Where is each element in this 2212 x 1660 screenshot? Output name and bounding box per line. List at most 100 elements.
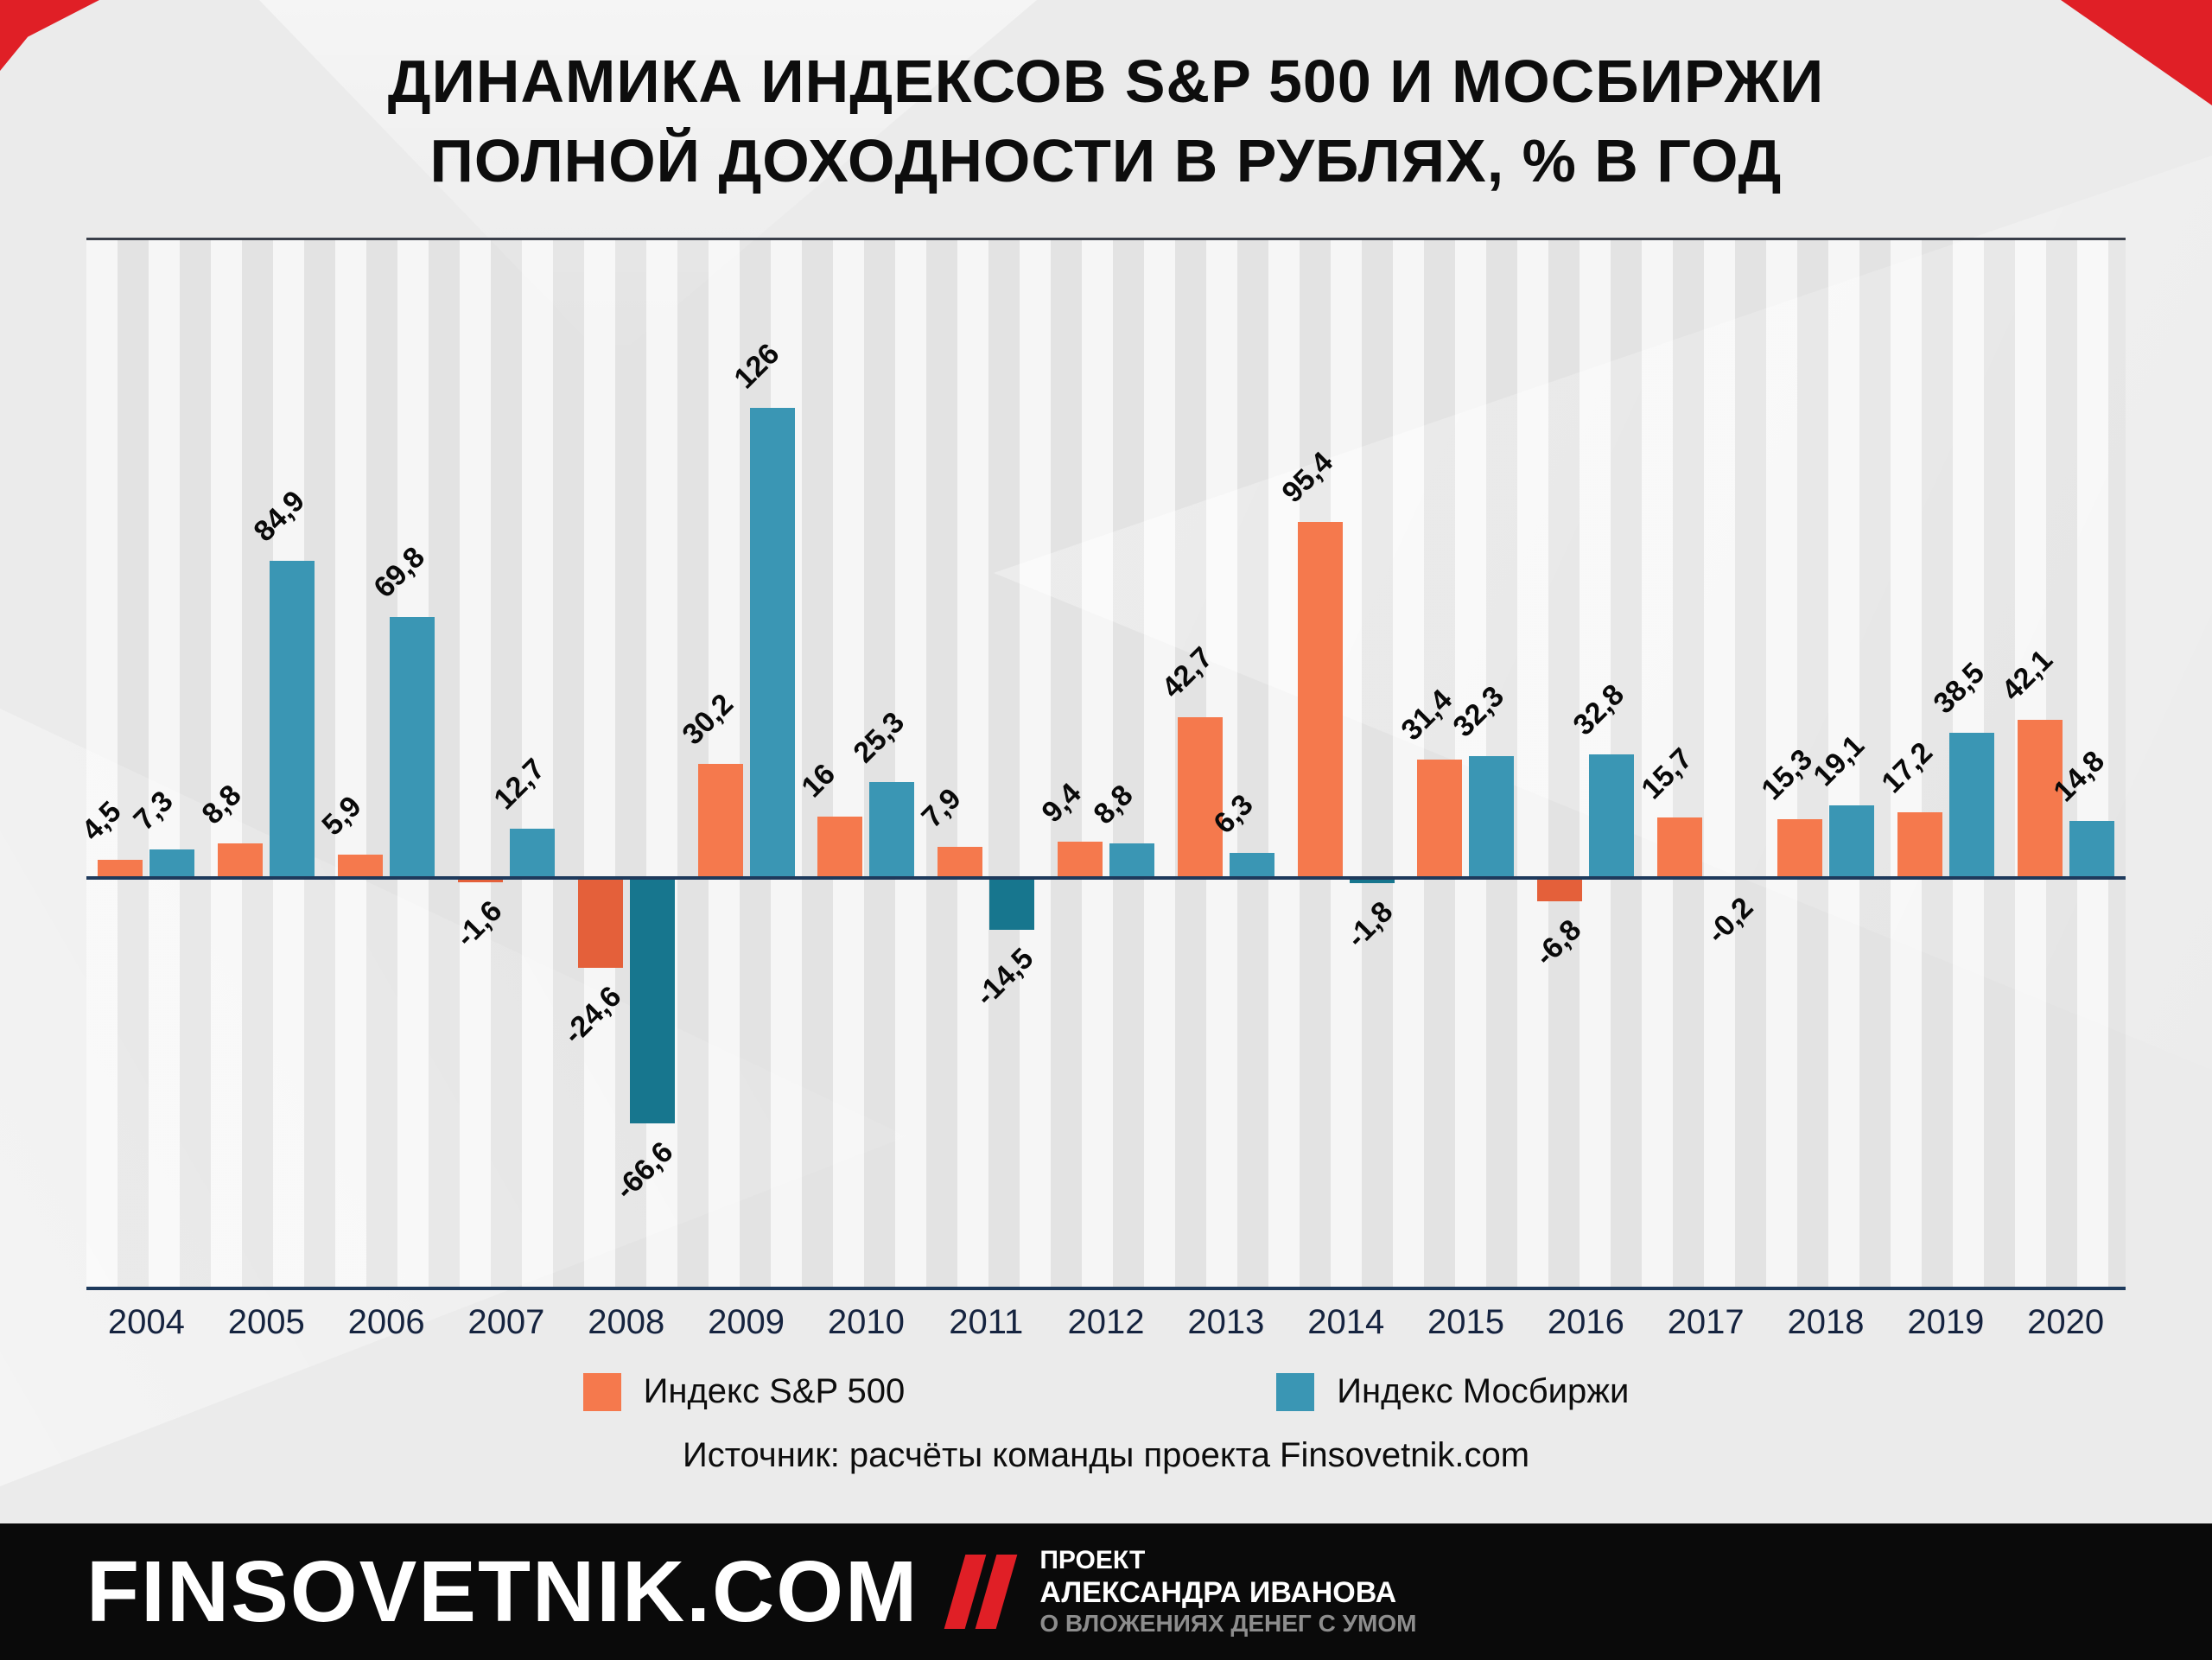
x-axis-line (86, 1287, 2126, 1290)
project-line1: ПРОЕКТ (1039, 1546, 1146, 1575)
chart-title-line2: ПОЛНОЙ ДОХОДНОСТИ В РУБЛЯХ, % В ГОД (429, 127, 1783, 195)
year-label-2012: 2012 (1067, 1303, 1145, 1341)
bar-value-label-moex-2011: -14,5 (969, 942, 1040, 1014)
bar-moex-2012 (1109, 843, 1154, 876)
bar-value-label-moex-2016: 32,8 (1567, 677, 1631, 742)
legend-item-moex: Индекс Мосбиржи (1276, 1372, 1629, 1411)
bar-sp500-2013 (1177, 717, 1223, 876)
year-label-2016: 2016 (1547, 1303, 1624, 1341)
legend-label-sp500: Индекс S&P 500 (643, 1372, 906, 1410)
year-label-2019: 2019 (1907, 1303, 1985, 1341)
bar-sp500-2006 (338, 854, 384, 876)
project-line2: АЛЕКСАНДРА ИВАНОВА (1039, 1575, 1397, 1609)
bar-moex-2005 (270, 560, 315, 876)
bar-value-label-sp500-2014: 95,4 (1275, 445, 1339, 510)
bar-value-label-sp500-2011: 7,9 (915, 782, 968, 835)
zero-axis-line (86, 876, 2126, 880)
bar-sp500-2005 (218, 843, 264, 876)
legend-item-sp500: Индекс S&P 500 (582, 1372, 906, 1411)
brand-logo-icon (944, 1555, 1018, 1629)
bar-value-label-sp500-2008: -24,6 (557, 979, 628, 1051)
year-label-2006: 2006 (347, 1303, 425, 1341)
project-line3: О ВЛОЖЕНИЯХ ДЕНЕГ С УМОМ (1039, 1609, 1417, 1637)
chart-title: ДИНАМИКА ИНДЕКСОВ S&P 500 И МОСБИРЖИ ПОЛ… (0, 41, 2212, 201)
bar-moex-2006 (390, 616, 435, 876)
year-label-2013: 2013 (1187, 1303, 1265, 1341)
bar-value-label-moex-2005: 84,9 (247, 484, 312, 549)
bar-sp500-2016 (1537, 876, 1583, 902)
year-label-2014: 2014 (1307, 1303, 1385, 1341)
bar-sp500-2004 (98, 859, 143, 876)
bar-value-label-sp500-2005: 8,8 (195, 779, 248, 831)
brand-name: FINSOVETNIK.COM (86, 1542, 919, 1640)
year-label-2018: 2018 (1787, 1303, 1865, 1341)
footer-bar: FINSOVETNIK.COM ПРОЕКТ АЛЕКСАНДРА ИВАНОВ… (0, 1523, 2212, 1660)
bar-value-label-sp500-2018: 15,3 (1755, 742, 1820, 807)
bar-moex-2011 (989, 876, 1035, 931)
year-label-2020: 2020 (2027, 1303, 2105, 1341)
bar-value-label-moex-2009: 126 (727, 337, 785, 396)
bar-moex-2019 (1948, 733, 1994, 876)
bar-value-label-sp500-2017: 15,7 (1635, 741, 1700, 805)
project-byline: ПРОЕКТ АЛЕКСАНДРА ИВАНОВА О ВЛОЖЕНИЯХ ДЕ… (1039, 1546, 1416, 1638)
year-label-2010: 2010 (827, 1303, 905, 1341)
bar-value-label-moex-2010: 25,3 (847, 705, 912, 770)
bar-value-label-sp500-2016: -6,8 (1529, 913, 1588, 973)
year-label-2011: 2011 (949, 1303, 1024, 1341)
year-label-2007: 2007 (467, 1303, 545, 1341)
bar-moex-2015 (1469, 756, 1515, 876)
bar-value-label-sp500-2019: 17,2 (1875, 735, 1939, 800)
year-label-2015: 2015 (1427, 1303, 1505, 1341)
bar-sp500-2014 (1297, 521, 1343, 876)
year-label-2008: 2008 (588, 1303, 665, 1341)
bar-moex-2013 (1229, 852, 1274, 876)
legend-swatch-sp500 (582, 1372, 621, 1411)
bar-value-label-moex-2019: 38,5 (1927, 657, 1991, 721)
bar-sp500-2011 (938, 847, 983, 876)
bar-value-label-moex-2007: 12,7 (487, 753, 551, 817)
bar-value-label-moex-2012: 8,8 (1087, 779, 1140, 831)
bar-sp500-2009 (697, 764, 743, 876)
bar-moex-2010 (869, 782, 915, 876)
bar-value-label-moex-2008: -66,6 (609, 1135, 680, 1207)
bar-moex-2004 (149, 849, 195, 876)
plot-area: 4,5 7,3 8,8 84,9 5,9 69,8 -1,6 12,7 -24,6 -66,6 30… (76, 240, 2126, 1288)
year-label-2004: 2004 (107, 1303, 185, 1341)
bar-moex-2018 (1828, 805, 1874, 876)
bar-sp500-2010 (817, 817, 863, 876)
bar-moex-2020 (2069, 821, 2114, 876)
bar-sp500-2008 (577, 876, 623, 968)
legend-label-moex: Индекс Мосбиржи (1337, 1372, 1630, 1410)
bar-moex-2008 (629, 876, 675, 1124)
bar-sp500-2012 (1058, 841, 1103, 876)
bar-value-label-sp500-2020: 42,1 (1995, 643, 2059, 708)
bar-value-label-sp500-2007: -1,6 (448, 894, 508, 954)
bar-sp500-2017 (1657, 817, 1703, 876)
bar-sp500-2018 (1777, 819, 1822, 876)
bar-moex-2016 (1589, 754, 1635, 876)
year-label-2005: 2005 (227, 1303, 305, 1341)
chart-legend: Индекс S&P 500 Индекс Мосбиржи (0, 1372, 2212, 1411)
bar-value-label-sp500-2006: 5,9 (315, 789, 368, 842)
bar-sp500-2020 (2017, 719, 2063, 876)
chart-title-line1: ДИНАМИКА ИНДЕКСОВ S&P 500 И МОСБИРЖИ (387, 48, 1825, 115)
year-label-2017: 2017 (1667, 1303, 1745, 1341)
bar-value-label-moex-2006: 69,8 (367, 540, 432, 605)
bar-value-label-sp500-2010: 16 (795, 757, 842, 805)
bar-value-label-moex-2015: 32,3 (1446, 679, 1511, 744)
bar-value-label-moex-2017: -0,2 (1700, 891, 1760, 951)
legend-swatch-moex (1276, 1372, 1315, 1411)
bar-value-label-moex-2004: 7,3 (127, 784, 181, 836)
bar-value-label-sp500-2012: 9,4 (1035, 776, 1088, 829)
bar-moex-2009 (749, 408, 795, 876)
bar-sp500-2019 (1897, 812, 1942, 876)
bar-moex-2007 (509, 829, 555, 876)
bar-value-label-sp500-2009: 30,2 (675, 687, 740, 752)
bar-value-label-moex-2018: 19,1 (1807, 728, 1872, 793)
year-label-2009: 2009 (708, 1303, 785, 1341)
bar-sp500-2015 (1417, 759, 1463, 876)
bar-value-label-sp500-2013: 42,7 (1155, 641, 1219, 705)
bar-value-label-moex-2014: -1,8 (1340, 894, 1400, 955)
x-axis-year-labels: 2004 2005 2006 2007 2008 2009 2010 2011 2012 2013… (86, 1303, 2126, 1342)
